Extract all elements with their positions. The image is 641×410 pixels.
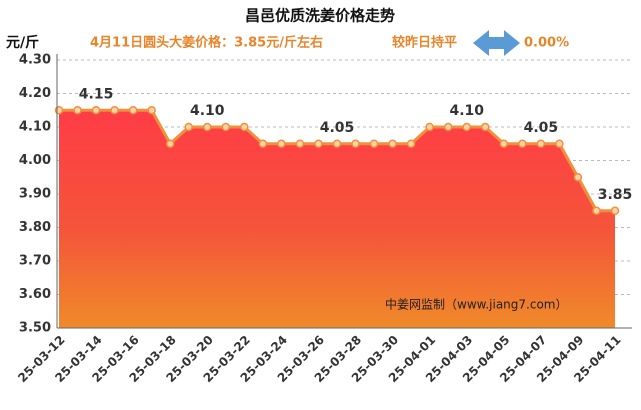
y-tick-label: 4.30 [19, 53, 51, 68]
value-label: 4.10 [190, 103, 225, 119]
marker [221, 122, 231, 132]
marker [555, 139, 564, 148]
marker [332, 139, 342, 148]
marker [147, 106, 156, 115]
subtitle: 4月11日圆头大姜价格：3.85元/斤左右 [90, 35, 323, 51]
y-unit: 元/斤 [6, 34, 39, 51]
marker [499, 139, 509, 148]
watermark: 中姜网监制（www.jiang7.com） [385, 297, 567, 312]
change-value: 0.00% [524, 36, 569, 51]
marker [91, 106, 101, 115]
marker [258, 139, 268, 148]
double-arrow-icon [473, 30, 520, 56]
marker [592, 206, 601, 215]
marker [536, 139, 546, 148]
y-tick-label: 4.20 [19, 86, 51, 101]
y-tick-label: 3.80 [19, 220, 51, 235]
marker [351, 139, 360, 148]
marker [388, 139, 397, 148]
y-tick-label: 3.70 [19, 254, 51, 269]
marker [128, 106, 138, 115]
marker [203, 122, 212, 132]
marker [443, 122, 453, 132]
marker [110, 106, 119, 115]
y-tick-label: 4.10 [19, 120, 51, 135]
marker [573, 173, 583, 182]
value-label: 4.05 [320, 120, 355, 136]
marker [610, 206, 620, 215]
marker [462, 122, 471, 132]
marker [518, 139, 527, 148]
value-label: 3.85 [598, 187, 633, 203]
area [59, 110, 615, 328]
marker [165, 139, 175, 148]
marker [184, 122, 193, 132]
y-tick-label: 3.90 [19, 187, 51, 202]
marker [73, 106, 82, 115]
marker [240, 122, 249, 132]
marker [481, 122, 490, 132]
y-tick-label: 3.60 [19, 287, 51, 302]
marker [369, 139, 379, 148]
chart-title: 昌邑优质洗姜价格走势 [245, 7, 395, 25]
value-label: 4.05 [524, 120, 559, 136]
marker [277, 139, 286, 148]
y-tick-label: 3.50 [19, 321, 51, 336]
value-label: 4.10 [449, 103, 484, 119]
marker [314, 139, 323, 148]
marker [425, 122, 434, 132]
change-text: 较昨日持平 [392, 35, 457, 51]
value-label: 4.15 [79, 86, 114, 102]
y-tick-label: 4.00 [19, 153, 51, 168]
marker [295, 139, 305, 148]
marker [406, 139, 416, 148]
